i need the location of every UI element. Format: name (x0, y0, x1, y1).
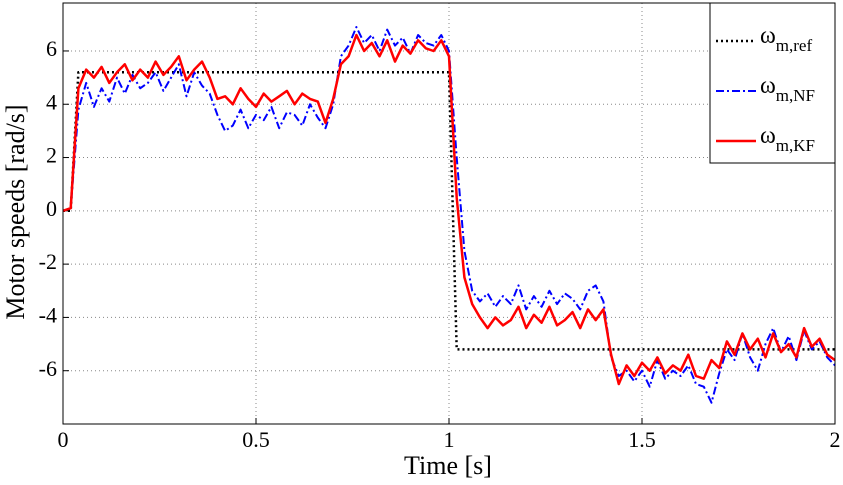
x-tick-label: 0 (58, 427, 69, 452)
legend-label: ωm,NF (760, 73, 815, 105)
legend-label: ωm,KF (760, 123, 815, 155)
y-tick-label: -4 (39, 302, 57, 327)
x-tick-label: 1.5 (628, 427, 656, 452)
legend-box (709, 2, 836, 164)
legend-label: ωm,ref (760, 23, 812, 55)
y-tick-label: 0 (46, 196, 57, 221)
y-axis-label: Motor speeds [rad/s] (1, 104, 30, 319)
x-tick-label: 1 (444, 427, 455, 452)
y-tick-label: 4 (46, 89, 57, 114)
x-tick-label: 0.5 (242, 427, 270, 452)
data-line (62, 33, 836, 386)
y-tick-label: -6 (39, 356, 57, 381)
y-tick-label: 2 (46, 143, 57, 168)
y-tick-label: 6 (46, 36, 57, 61)
y-tick-label: -2 (39, 249, 57, 274)
plot-frame (62, 2, 836, 425)
x-tick-label: 2 (830, 427, 841, 452)
x-axis-label: Time [s] (404, 451, 492, 480)
data-line (62, 26, 836, 404)
